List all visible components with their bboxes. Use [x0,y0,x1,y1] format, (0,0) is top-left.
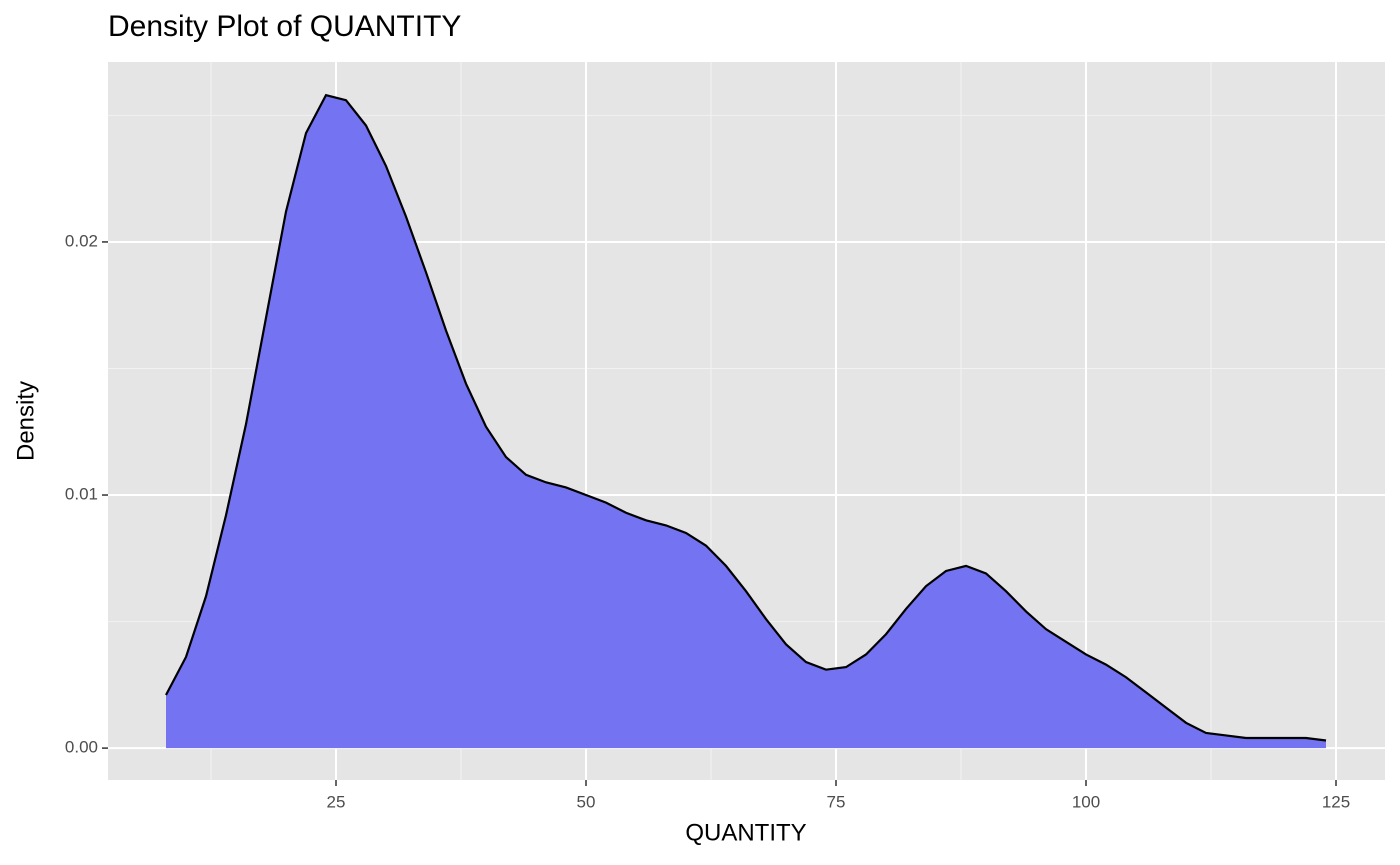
density-area [166,95,1326,749]
x-tick-label: 125 [1322,792,1350,811]
y-tick-label: 0.02 [65,231,98,250]
x-tick-label: 75 [827,792,846,811]
x-tick-label: 25 [327,792,346,811]
density-line [165,93,1327,742]
x-tick-label: 100 [1072,792,1100,811]
y-tick-label: 0.00 [65,738,98,757]
y-tick-label: 0.01 [65,485,98,504]
x-axis-title: QUANTITY [685,819,806,846]
y-axis-title: Density [12,381,39,461]
chart-title: Density Plot of QUANTITY [108,10,461,43]
x-tick-label: 50 [577,792,596,811]
